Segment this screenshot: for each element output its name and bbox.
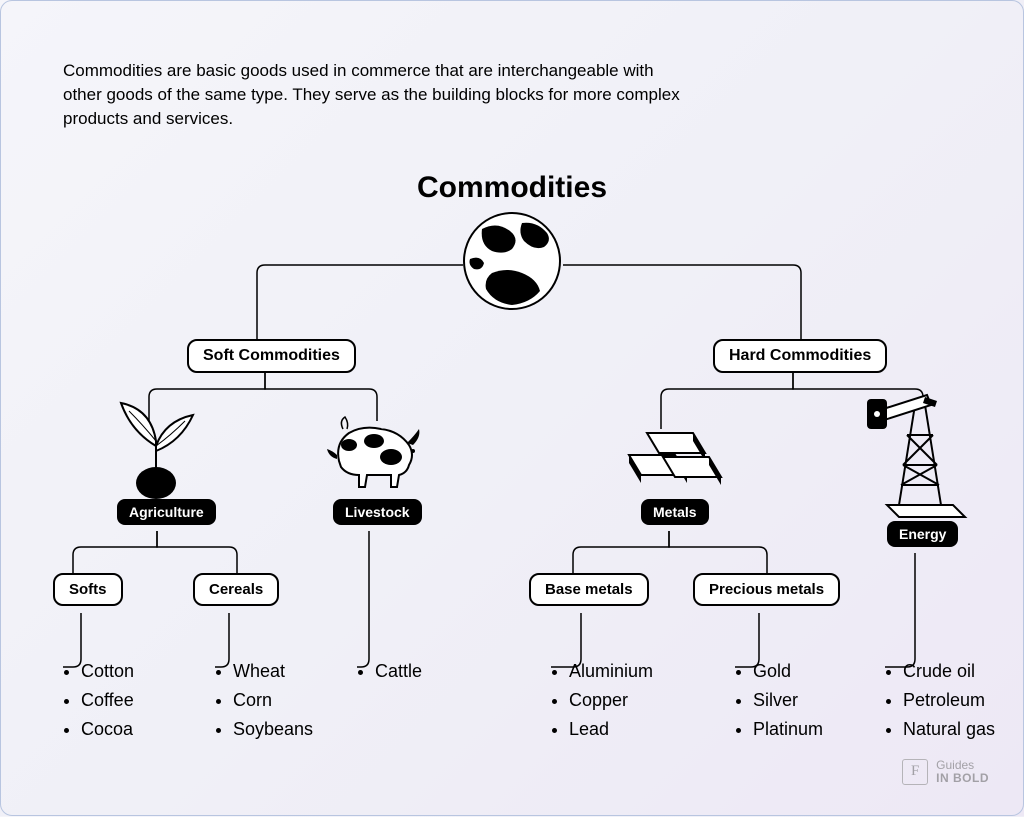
softs-items: CottonCoffeeCocoa <box>63 657 134 743</box>
list-item: Gold <box>753 657 823 686</box>
list-item: Cotton <box>81 657 134 686</box>
list-item: Corn <box>233 686 313 715</box>
list-item: Silver <box>753 686 823 715</box>
list-item: Platinum <box>753 715 823 744</box>
list-item: Lead <box>569 715 653 744</box>
globe-icon <box>1 211 1023 311</box>
softs-box: Softs <box>53 573 123 606</box>
livestock-items: Cattle <box>357 657 422 686</box>
pig-icon <box>319 403 429 503</box>
brand-logo: F Guides IN BOLD <box>902 759 989 785</box>
base-items: AluminiumCopperLead <box>551 657 653 743</box>
list-item: Natural gas <box>903 715 995 744</box>
energy-items: Crude oilPetroleumNatural gas <box>885 657 995 743</box>
list-item: Crude oil <box>903 657 995 686</box>
precious-items: GoldSilverPlatinum <box>735 657 823 743</box>
page-title: Commodities <box>1 171 1023 205</box>
list-item: Wheat <box>233 657 313 686</box>
list-item: Copper <box>569 686 653 715</box>
hard-commodities-box: Hard Commodities <box>713 339 887 373</box>
list-item: Petroleum <box>903 686 995 715</box>
soft-commodities-box: Soft Commodities <box>187 339 356 373</box>
logo-line1: Guides <box>936 759 989 772</box>
cereals-items: WheatCornSoybeans <box>215 657 313 743</box>
list-item: Cattle <box>375 657 422 686</box>
precious-metals-box: Precious metals <box>693 573 840 606</box>
list-item: Cocoa <box>81 715 134 744</box>
logo-mark: F <box>902 759 928 785</box>
intro-text: Commodities are basic goods used in comm… <box>63 59 683 130</box>
metal-bars-icon <box>615 425 725 506</box>
oil-rig-icon <box>857 375 977 530</box>
logo-line2: IN BOLD <box>936 772 989 785</box>
plant-icon <box>111 391 201 506</box>
list-item: Soybeans <box>233 715 313 744</box>
cereals-box: Cereals <box>193 573 279 606</box>
list-item: Aluminium <box>569 657 653 686</box>
base-metals-box: Base metals <box>529 573 649 606</box>
list-item: Coffee <box>81 686 134 715</box>
